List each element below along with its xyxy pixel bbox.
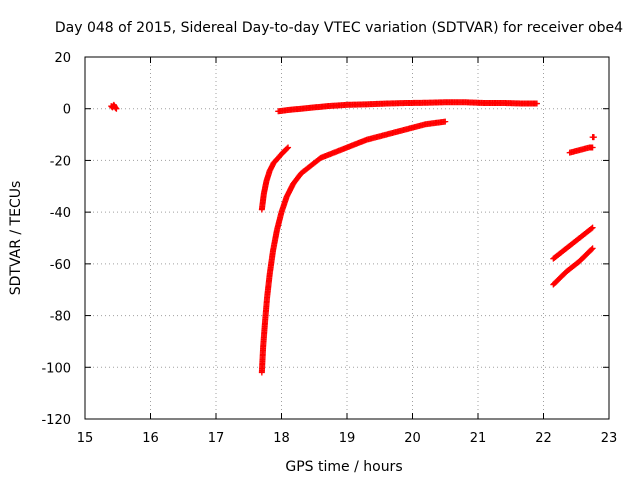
x-tick-label: 18 <box>273 431 290 446</box>
x-tick-label: 16 <box>142 431 159 446</box>
y-tick-label: 0 <box>63 103 71 118</box>
x-axis-label: GPS time / hours <box>285 459 402 475</box>
x-tick-label: 20 <box>404 431 421 446</box>
chart-title: Day 048 of 2015, Sidereal Day-to-day VTE… <box>55 20 623 36</box>
data-point <box>113 105 120 112</box>
x-tick-label: 17 <box>208 431 225 446</box>
series-near-zero-arc <box>275 99 540 115</box>
y-tick-label: -120 <box>41 413 71 428</box>
series-segment-22b <box>550 245 596 288</box>
y-tick-label: -20 <box>50 154 71 169</box>
y-tick-label: -80 <box>50 310 71 325</box>
series-isolated-22.75 <box>589 134 597 141</box>
data-points <box>108 99 597 376</box>
y-tick-label: -60 <box>50 258 71 273</box>
series-arc-a <box>258 144 292 213</box>
plot-frame <box>84 56 610 420</box>
data-point <box>588 225 595 232</box>
data-point <box>588 246 595 253</box>
x-axis-ticks: 15 16 17 18 19 20 21 22 23 <box>77 57 618 446</box>
data-point <box>284 145 291 152</box>
data-point <box>589 224 596 231</box>
x-tick-label: 15 <box>77 431 94 446</box>
data-point <box>590 134 597 141</box>
data-point <box>533 100 540 107</box>
data-point <box>442 118 449 125</box>
x-tick-label: 22 <box>535 431 552 446</box>
series-isolated-15.4 <box>108 101 120 112</box>
x-tick-label: 19 <box>339 431 356 446</box>
data-point <box>589 245 596 252</box>
grid <box>85 57 609 419</box>
x-tick-label: 21 <box>470 431 487 446</box>
series-segment-22c <box>566 144 596 156</box>
y-tick-label: -40 <box>50 206 71 221</box>
y-tick-label: 20 <box>54 51 71 66</box>
y-tick-label: -100 <box>41 361 71 376</box>
series-arc-b <box>258 118 449 376</box>
x-tick-label: 23 <box>601 431 618 446</box>
y-axis-ticks: 20 0 -20 -40 -60 -80 -100 -120 <box>41 51 609 428</box>
y-axis-label: SDTVAR / TECUs <box>8 181 24 296</box>
series-segment-22a <box>550 224 596 262</box>
data-point <box>285 144 292 151</box>
data-point <box>589 144 596 151</box>
